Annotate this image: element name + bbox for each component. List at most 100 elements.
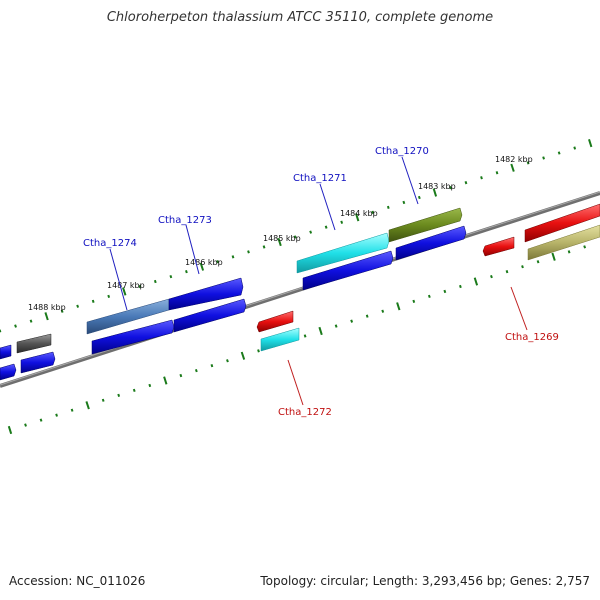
scale-tick-minor (55, 413, 58, 417)
gene-arrow[interactable] (524, 203, 600, 243)
scale-tick-minor (194, 368, 198, 373)
gene-arrow[interactable] (256, 310, 294, 333)
scale-tick-minor (365, 314, 369, 318)
gene-arrow[interactable] (0, 344, 12, 360)
scale-tick-minor (536, 260, 540, 264)
scale-tick-minor (402, 200, 406, 205)
scale-tick-minor (505, 270, 509, 274)
lower-scale-ticks (7, 245, 587, 435)
scale-tick-minor (185, 270, 188, 274)
scale-tick-minor (427, 294, 431, 299)
genome-backbone (0, 191, 600, 388)
scale-tick-minor (14, 324, 17, 328)
gene-label-ctha-1274[interactable]: Ctha_1274 (83, 238, 137, 249)
scale-tick-minor (91, 299, 95, 303)
scale-tick-minor (293, 235, 297, 239)
scale-tick-minor (459, 284, 462, 289)
scale-tick-minor (153, 279, 157, 284)
scale-tick-minor (557, 151, 561, 155)
scale-tick-minor (101, 398, 105, 402)
gene-arrow-ctha-1269[interactable] (482, 236, 515, 257)
gene-arrow-ctha-1271[interactable] (296, 232, 390, 274)
gene-arrow-ctha-1270[interactable] (388, 207, 463, 243)
scale-tick-minor (76, 304, 80, 308)
scale-tick-major (7, 425, 13, 435)
genome-title: Chloroherpeton thalassium ATCC 35110, co… (106, 10, 494, 25)
gene-arrow[interactable] (91, 319, 175, 355)
scale-tick-minor (231, 255, 235, 259)
scale-tick-minor (495, 171, 499, 175)
scale-tick-minor (247, 250, 250, 254)
scale-tick-major (510, 163, 515, 172)
scale-tick-major (588, 138, 593, 148)
scale-tick-minor (107, 294, 111, 298)
scale-tick-minor (350, 319, 354, 323)
gene-label-ctha-1271[interactable]: Ctha_1271 (293, 173, 347, 184)
scale-tick-minor (138, 284, 142, 289)
scale-tick-minor (480, 176, 483, 180)
scale-tick-minor (262, 245, 266, 249)
scale-tick-minor (443, 289, 447, 294)
accession-text: Accession: NC_011026 (9, 574, 146, 588)
gene-arrow[interactable] (527, 224, 600, 261)
gene-arrow[interactable] (173, 298, 247, 333)
scale-tick-minor (449, 185, 452, 190)
gene-arrow[interactable] (20, 351, 56, 374)
scale-tick-minor (334, 324, 338, 328)
scale-tick-minor (583, 245, 587, 249)
scale-tick-major (199, 262, 205, 271)
gene-arrow[interactable] (0, 363, 17, 381)
scale-tick-major (163, 376, 168, 385)
scale-tick-minor (226, 359, 229, 363)
scale-tick-minor (381, 309, 385, 313)
gene-label-ctha-1270[interactable]: Ctha_1270 (375, 146, 429, 157)
gene-arrow[interactable] (395, 225, 467, 261)
scale-tick-minor (386, 205, 390, 209)
gene-arrow[interactable] (16, 333, 52, 354)
gene-arrow-ctha-1273[interactable] (168, 277, 244, 311)
scale-tick-minor (526, 161, 530, 165)
scale-tick-minor (567, 250, 571, 254)
gene-forward-strand (0, 203, 600, 360)
scale-tick-minor (70, 408, 74, 412)
scale-tick-major (85, 401, 90, 410)
gene-arrow[interactable] (302, 250, 394, 291)
scale-tick-minor (132, 388, 136, 393)
upper-scale-ticks (0, 138, 593, 333)
scale-tick-minor (210, 364, 214, 368)
scale-tick-minor (24, 423, 27, 427)
gene-label-ctha-1272[interactable]: Ctha_1272 (278, 407, 332, 418)
scale-label-1488: 1488 kbp (28, 303, 66, 312)
scale-label-1487: 1487 kbp (107, 281, 145, 290)
scale-tick-minor (464, 180, 468, 185)
scale-tick-minor (340, 220, 344, 224)
scale-tick-major (277, 237, 282, 247)
scale-label-1483: 1483 kbp (418, 182, 456, 191)
scale-tick-major (318, 326, 323, 336)
scale-tick-minor (573, 146, 577, 150)
gene-arrow-ctha-1272[interactable] (260, 327, 300, 352)
scale-tick-major (44, 312, 49, 321)
gene-forward-strand-row-2 (0, 225, 467, 381)
scale-tick-minor (60, 309, 64, 313)
scale-tick-minor (117, 393, 121, 397)
gene-label-ctha-1269[interactable]: Ctha_1269 (505, 332, 559, 343)
scale-label-1484: 1484 kbp (340, 209, 378, 218)
scale-tick-minor (39, 418, 43, 422)
scale-tick-major (432, 188, 438, 197)
scale-tick-minor (324, 225, 328, 229)
genome-summary-text: Topology: circular; Length: 3,293,456 bp… (260, 574, 590, 588)
scale-tick-minor (542, 156, 545, 160)
scale-tick-minor (179, 373, 183, 378)
scale-tick-minor (309, 230, 313, 234)
gene-label-ctha-1273[interactable]: Ctha_1273 (158, 215, 212, 226)
scale-label-1485: 1485 kbp (263, 234, 301, 243)
scale-tick-major (355, 213, 360, 222)
scale-tick-minor (303, 334, 307, 338)
scale-tick-minor (371, 210, 375, 215)
scale-tick-minor (148, 383, 152, 388)
scale-tick-minor (521, 265, 524, 269)
scale-tick-minor (169, 274, 173, 279)
